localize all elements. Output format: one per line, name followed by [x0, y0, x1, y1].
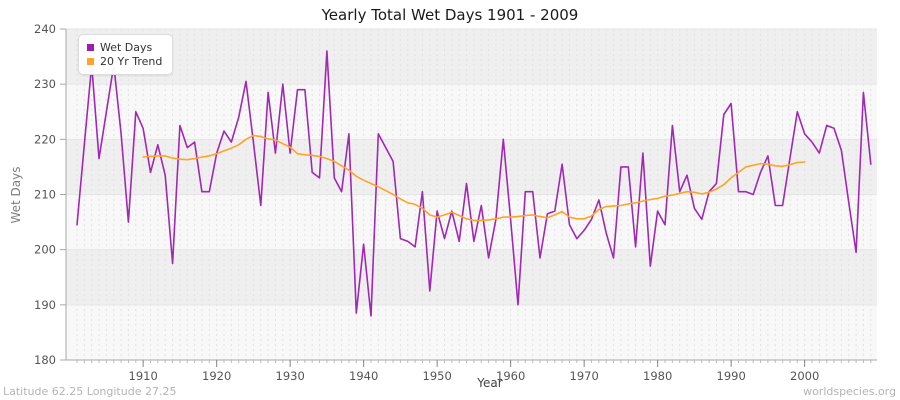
plot-band: [66, 84, 877, 140]
x-axis-title: Year: [477, 376, 503, 390]
series-line-wet-days: [76, 50, 872, 317]
x-tick-label: 1910: [129, 369, 158, 383]
y-tick-label: 190: [34, 298, 56, 312]
x-tick-label: 1980: [643, 369, 672, 383]
y-tick-label: 200: [34, 243, 56, 257]
x-tick-label: 1920: [202, 369, 231, 383]
coordinates-caption: Latitude 62.25 Longitude 27.25: [3, 385, 177, 398]
plot-band: [66, 29, 877, 85]
x-tick-label: 1950: [423, 369, 452, 383]
plot-band: [66, 249, 877, 305]
chart-title: Yearly Total Wet Days 1901 - 2009: [321, 6, 579, 24]
trend-swatch-icon: [87, 58, 94, 65]
watermark: worldspecies.org: [803, 385, 896, 398]
series-line-trend: [142, 134, 806, 222]
x-tick-label: 1960: [496, 369, 525, 383]
legend-label-wet-days: Wet Days: [100, 41, 153, 54]
wet-days-swatch-icon: [87, 44, 94, 51]
legend-item-trend: 20 Yr Trend: [87, 55, 162, 68]
y-tick-label: 210: [34, 188, 56, 202]
x-tick-label: 1990: [717, 369, 746, 383]
x-tick-label: 1970: [570, 369, 599, 383]
x-tick-label: 2000: [790, 369, 819, 383]
y-tick-label: 230: [34, 77, 56, 91]
y-axis-title: Wet Days: [9, 166, 23, 224]
x-tick-label: 1930: [276, 369, 305, 383]
x-tick-label: 1940: [349, 369, 378, 383]
y-tick-label: 220: [34, 132, 56, 146]
plot-band: [66, 304, 877, 360]
legend-item-wet-days: Wet Days: [87, 41, 162, 54]
legend-label-trend: 20 Yr Trend: [100, 55, 163, 68]
y-tick-label: 180: [34, 353, 56, 367]
y-tick-label: 240: [34, 22, 56, 36]
legend: Wet Days 20 Yr Trend: [78, 34, 174, 75]
